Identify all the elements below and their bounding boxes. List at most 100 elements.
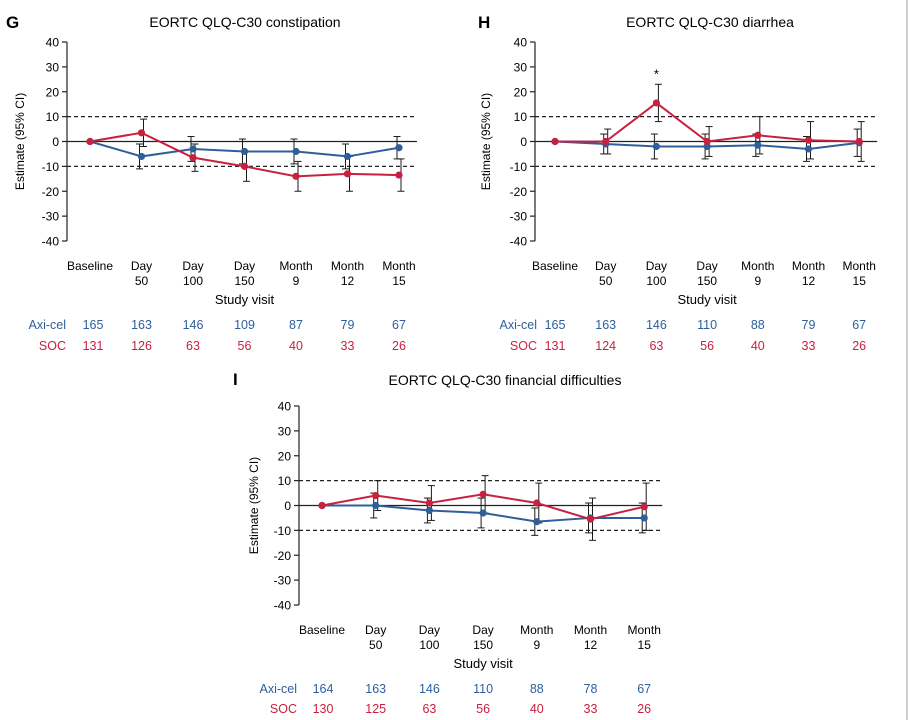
data-point-axicel [240,147,249,156]
data-point-soc [855,137,863,146]
x-tick-label: Month [279,259,312,273]
data-point-axicel [754,141,762,149]
x-tick-label: Day [365,623,386,637]
x-tick-label-sub: 50 [135,274,149,288]
x-tick-label-sub: 150 [234,274,254,288]
risk-count-axicel: 146 [419,682,440,696]
y-tick-label: -10 [510,160,528,174]
data-point-axicel [640,514,648,522]
x-tick-label-sub: 12 [341,274,355,288]
risk-count-axicel: 88 [530,682,544,696]
y-tick-label: 20 [278,449,292,463]
data-point-soc [533,499,541,507]
data-point-axicel [372,501,380,510]
y-tick-label: 20 [514,85,528,99]
risk-count-soc: 40 [289,339,303,353]
y-axis-label: Estimate (95% CI) [479,93,493,190]
data-point-axicel [703,142,711,151]
x-tick-label-sub: 150 [697,274,717,288]
risk-count-axicel: 146 [646,318,667,332]
x-tick-label-sub: 50 [599,274,613,288]
x-tick-label-sub: 100 [419,638,439,652]
data-point-soc [551,137,559,146]
x-tick-label: Day [182,259,203,273]
risk-count-soc: 126 [131,339,152,353]
x-tick-label-sub: 50 [369,638,383,652]
chart-panel-h: H EORTC QLQ-C30 diarrhea Estimate (95% CI)… [478,13,878,353]
data-point-soc [640,503,648,511]
risk-row-label-axicel: Axi-cel [259,682,297,696]
data-point-soc [395,171,403,179]
y-tick-label: 10 [514,110,528,124]
risk-count-axicel: 78 [584,682,598,696]
x-tick-label-sub: 100 [183,274,203,288]
data-point-axicel [479,509,487,517]
y-tick-label: 30 [46,60,60,74]
x-tick-label: Day [419,623,440,637]
risk-count-soc: 26 [852,339,866,353]
data-point-soc [586,515,595,523]
data-point-soc [343,170,352,178]
x-tick-label: Day [696,259,717,273]
x-tick-label: Month [574,623,607,637]
risk-count-axicel: 67 [637,682,651,696]
panel-letter: G [6,13,19,32]
risk-count-axicel: 110 [473,682,493,696]
risk-count-soc: 40 [530,702,544,716]
risk-count-axicel: 109 [234,318,255,332]
y-axis-label: Estimate (95% CI) [13,93,27,190]
x-tick-label: Month [628,623,661,637]
data-point-axicel [189,145,197,153]
risk-count-soc: 124 [595,339,616,353]
x-tick-label-sub: 9 [293,274,300,288]
x-tick-label: Baseline [67,259,113,273]
x-tick-label: Month [331,259,364,273]
risk-count-axicel: 110 [697,318,717,332]
data-point-soc [754,131,762,139]
data-point-axicel [533,518,541,526]
x-tick-label: Month [843,259,876,273]
risk-count-soc: 26 [637,702,651,716]
risk-count-axicel: 67 [852,318,866,332]
x-tick-label-sub: 15 [392,274,406,288]
y-tick-label: -30 [510,210,528,224]
risk-count-axicel: 165 [545,318,566,332]
risk-count-axicel: 87 [289,318,303,332]
risk-row-label-soc: SOC [39,339,66,353]
data-point-soc [479,490,487,498]
x-tick-label: Baseline [299,623,345,637]
data-point-axicel [343,152,352,161]
risk-count-soc: 33 [802,339,816,353]
x-tick-label-sub: 9 [754,274,761,288]
data-point-soc [804,136,813,144]
data-point-soc [425,499,433,507]
y-tick-label: -10 [274,524,292,538]
y-axis-label: Estimate (95% CI) [247,457,261,554]
risk-count-soc: 33 [341,339,355,353]
risk-row-label-axicel: Axi-cel [499,318,537,332]
data-point-soc [318,501,326,510]
x-tick-label: Baseline [532,259,578,273]
risk-count-soc: 56 [700,339,714,353]
risk-count-axicel: 163 [131,318,152,332]
y-tick-label: -20 [274,549,292,563]
data-point-soc [86,137,94,146]
significance-asterisk: * [654,66,659,81]
y-tick-label: 30 [514,60,528,74]
y-tick-label: -40 [42,235,60,249]
panel-letter: H [478,13,490,32]
x-tick-label-sub: 15 [638,638,652,652]
data-point-soc [137,129,146,137]
y-tick-label: -30 [274,574,292,588]
x-axis-label: Study visit [215,292,275,307]
chart-title: EORTC QLQ-C30 constipation [149,14,340,30]
y-tick-label: 30 [278,424,292,438]
risk-count-axicel: 67 [392,318,406,332]
risk-count-soc: 26 [392,339,406,353]
x-tick-label-sub: 100 [646,274,666,288]
risk-count-axicel: 146 [183,318,204,332]
y-tick-label: 40 [46,36,60,50]
y-tick-label: -30 [42,210,60,224]
y-tick-label: -40 [274,599,292,613]
